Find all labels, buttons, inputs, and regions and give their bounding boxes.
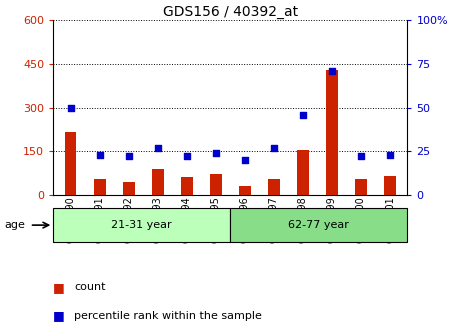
Point <box>386 152 394 157</box>
Point <box>357 154 365 159</box>
Point <box>328 68 336 74</box>
Point <box>241 157 249 163</box>
Bar <box>123 182 135 195</box>
Text: age: age <box>5 220 25 230</box>
Text: 21-31 year: 21-31 year <box>112 220 172 230</box>
Text: count: count <box>74 282 106 292</box>
Bar <box>210 174 222 195</box>
Bar <box>384 176 396 195</box>
Bar <box>355 179 367 195</box>
Point <box>212 150 219 156</box>
Point <box>96 152 103 157</box>
Text: 62-77 year: 62-77 year <box>288 220 349 230</box>
Bar <box>239 186 250 195</box>
Bar <box>297 150 309 195</box>
Title: GDS156 / 40392_at: GDS156 / 40392_at <box>163 5 298 19</box>
Bar <box>152 169 163 195</box>
Point <box>154 145 162 151</box>
Point <box>125 154 132 159</box>
Bar <box>181 177 193 195</box>
Point <box>67 105 75 110</box>
Bar <box>94 179 106 195</box>
Bar <box>231 208 407 242</box>
Point <box>299 112 307 117</box>
Bar <box>268 179 280 195</box>
Text: ■: ■ <box>53 309 69 322</box>
Text: percentile rank within the sample: percentile rank within the sample <box>74 311 262 321</box>
Point <box>270 145 278 151</box>
Bar <box>65 132 76 195</box>
Text: ■: ■ <box>53 281 69 294</box>
Point <box>183 154 190 159</box>
Bar <box>53 208 231 242</box>
Bar <box>326 70 338 195</box>
